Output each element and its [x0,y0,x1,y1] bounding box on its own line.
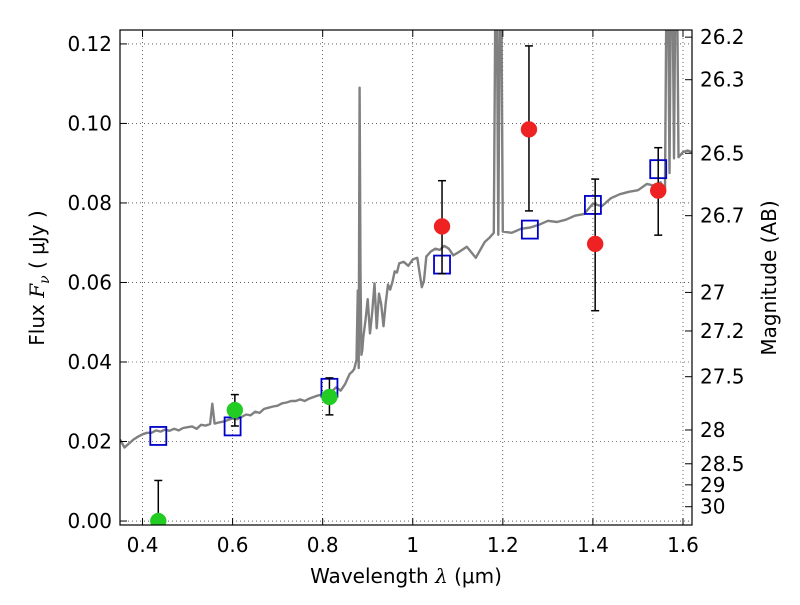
y2-tick-label: 27.5 [700,365,745,389]
observed-flux-point [433,218,451,235]
y-tick-label: 0.08 [67,191,112,215]
y2-tick-label: 27.2 [700,319,745,343]
y2-tick-label: 30 [700,495,725,519]
y2-tick-label: 28 [700,418,725,442]
y-tick-label: 0.10 [67,111,112,135]
x-tick-label: 1 [406,533,419,557]
x-tick-label: 1.2 [487,533,519,557]
observed-flux-point [226,401,244,419]
y-tick-label: 0.00 [67,509,112,533]
y2-tick-label: 27 [700,280,725,304]
model-flux-square [149,426,168,446]
x-tick-label: 1.6 [667,533,699,557]
x-tick-label: 0.8 [307,533,339,557]
observed-flux-point [649,182,667,199]
grid-layer [120,30,692,525]
y2-tick-label: 26.2 [700,25,745,49]
model-flux-square [520,219,539,240]
observed-flux-point [520,121,538,138]
y-tick-label: 0.04 [67,350,112,374]
y-axis-label: Flux Fν ( μJy ) [25,210,53,345]
series-layer [120,30,692,525]
y-tick-label: 0.12 [67,32,112,56]
tick-layer: 0.4 0.6 0.8 1 1.2 1.4 1.6 0.00 0.02 0.04 0.06 0.08 0… [67,25,744,557]
y-tick-label: 0.06 [67,270,112,294]
y2-tick-label: 28.5 [700,452,745,476]
model-spectrum-line [120,30,692,449]
x-tick-label: 1.4 [577,533,609,557]
y2-tick-label: 26.5 [700,141,745,165]
x-tick-label: 0.6 [217,533,249,557]
y2-axis-label: Magnitude (AB) [757,200,781,355]
x-axis-label: Wavelength λ (μm) [310,564,502,588]
x-tick-label: 0.4 [127,533,159,557]
y2-tick-label: 29 [700,473,725,497]
model-flux-square [584,195,602,215]
observed-flux-point [150,512,167,525]
y-tick-label: 0.02 [67,430,112,454]
observed-flux-point [321,388,338,406]
observed-flux-point [586,235,604,253]
y2-tick-label: 26.3 [700,68,745,92]
y2-tick-label: 26.7 [700,204,745,228]
plot-frame [119,29,693,526]
